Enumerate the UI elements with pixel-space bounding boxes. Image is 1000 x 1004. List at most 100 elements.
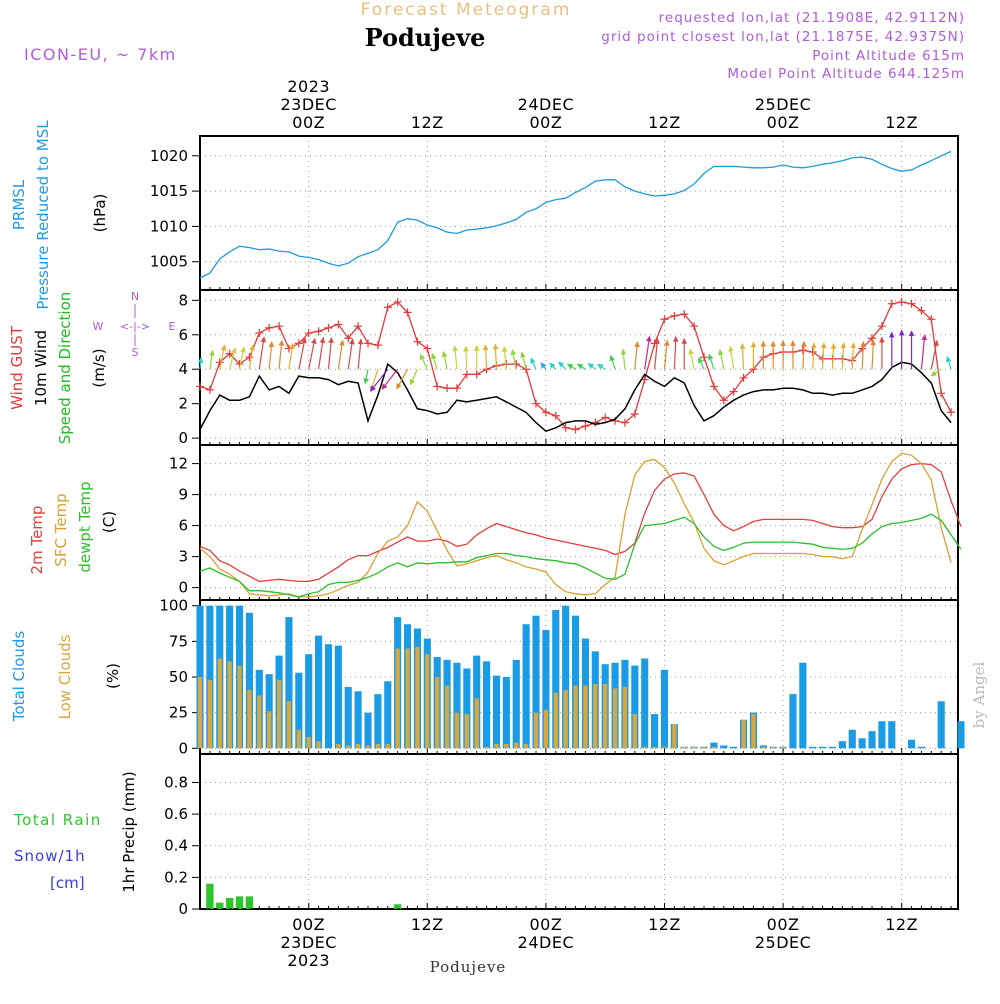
gust-marker: [601, 413, 610, 422]
total-cloud-bar: [828, 746, 837, 749]
y-tick-label: 1005: [150, 253, 188, 271]
low-cloud-bar: [484, 746, 489, 749]
y-tick-label: 3: [178, 548, 188, 566]
wind-arrow-head: [319, 336, 326, 344]
low-cloud-bar: [632, 714, 637, 749]
wind-arrow-head: [930, 370, 937, 377]
snow-label: Snow/1h: [14, 847, 86, 865]
wind-arrow-head: [620, 348, 627, 355]
y-tick-label: 6: [178, 517, 188, 535]
gust-marker: [324, 323, 333, 332]
y-tick-label: 0.6: [164, 805, 188, 823]
total-cloud-bar: [492, 675, 501, 749]
wind-label: 10m Wind: [32, 330, 50, 406]
total-cloud-bar: [562, 605, 570, 749]
top-time-label: 12Z: [885, 113, 918, 132]
wind-arrow-head: [707, 353, 714, 360]
total-cloud-bar: [384, 681, 392, 749]
gust-label: Wind GUST: [8, 325, 26, 410]
compass-rose: <-|->: [120, 320, 150, 333]
low-cloud-bar: [711, 746, 717, 749]
location-title: Podujeve: [365, 23, 486, 52]
y-tick-label: 1015: [150, 182, 188, 200]
wind-arrow-head: [567, 363, 574, 370]
wind-arrow-head: [530, 357, 536, 364]
gust-marker: [937, 389, 946, 398]
low-cloud-bar: [682, 746, 687, 749]
compass-e: E: [169, 320, 176, 333]
gust-marker: [245, 353, 254, 362]
bottom-time-label: 2023: [287, 951, 330, 970]
low-cloud-bar: [336, 744, 341, 749]
low-cloud-bar: [276, 679, 282, 749]
gust-marker: [383, 303, 392, 312]
gust-marker: [947, 408, 956, 417]
gust-marker: [275, 322, 284, 331]
top-time-label: 00Z: [767, 113, 800, 132]
gust-marker: [877, 322, 886, 331]
gust-marker: [729, 387, 738, 396]
total-cloud-bar: [720, 745, 728, 749]
rain-bar: [206, 883, 214, 909]
bottom-time-label: 12Z: [411, 915, 444, 934]
wind-arrow-head: [549, 362, 556, 369]
gust-marker: [205, 385, 214, 394]
low-cloud-bar: [355, 744, 361, 749]
total-cloud-bar: [809, 746, 817, 749]
gust-marker: [700, 353, 709, 362]
low-cloud-bar: [504, 744, 509, 749]
panel-temperature: 0 3 6 9 12: [169, 444, 962, 601]
y-tick-label: 9: [178, 486, 188, 504]
low-cloud-bar: [533, 712, 539, 749]
rain-bar: [235, 896, 244, 909]
wind-arrow-head: [888, 331, 895, 338]
low-cloud-bar: [346, 745, 351, 749]
gust-marker: [354, 322, 363, 331]
y-tick-label: 0.2: [164, 868, 188, 886]
wind-arrow-head: [473, 344, 480, 351]
wind-arrow-head: [520, 351, 526, 358]
low-cloud-bar: [494, 744, 499, 749]
total-cloud-bar: [641, 658, 649, 749]
gust-marker: [630, 410, 639, 418]
wind-arrow-head: [209, 349, 215, 356]
low-cloud-bar: [514, 742, 519, 749]
total-cloud-bar: [354, 691, 362, 749]
footer-location: Podujeve: [430, 958, 507, 976]
gust-marker: [808, 348, 817, 356]
total-cloud-bar: [512, 659, 520, 749]
gust-marker: [927, 315, 936, 324]
wind-arrow-head: [420, 353, 426, 361]
top-time-label: 25DEC: [755, 95, 811, 114]
wind-arrow-head: [681, 337, 688, 344]
total-cloud-bar: [463, 668, 471, 749]
panel-precip: 0 0.2 0.4 0.6 0.8: [164, 753, 959, 918]
pressure-units: (hPa): [91, 194, 109, 233]
wind-arrow: [298, 337, 306, 370]
gust-marker: [581, 422, 590, 431]
compass-w: W: [93, 320, 104, 333]
low-cloud-bar: [207, 679, 213, 749]
total-cloud-bar: [710, 742, 718, 749]
y-tick-label: 1020: [150, 147, 188, 165]
total-cloud-bar: [265, 674, 273, 749]
wind-arrow-head: [739, 342, 746, 349]
total-cloud-bar: [522, 624, 530, 749]
wind-arrow-head: [501, 345, 508, 353]
compass-n: N: [131, 290, 139, 303]
low-cloud-bar: [267, 711, 272, 749]
wind-arrow: [357, 339, 362, 370]
low-clouds-label: Low Clouds: [56, 634, 74, 719]
wind-arrow-head: [249, 344, 256, 351]
panel-frame: [199, 135, 959, 291]
gust-marker: [215, 358, 224, 367]
bottom-time-label: 00Z: [292, 915, 325, 934]
y-tick-label: 2: [178, 395, 188, 413]
wind-arrow-head: [801, 340, 807, 347]
total-cloud-bar: [730, 746, 738, 749]
y-tick-label: 1010: [150, 217, 188, 235]
gust-marker: [373, 341, 382, 350]
top-time-label: 12Z: [648, 113, 681, 132]
gust-marker: [344, 334, 353, 343]
